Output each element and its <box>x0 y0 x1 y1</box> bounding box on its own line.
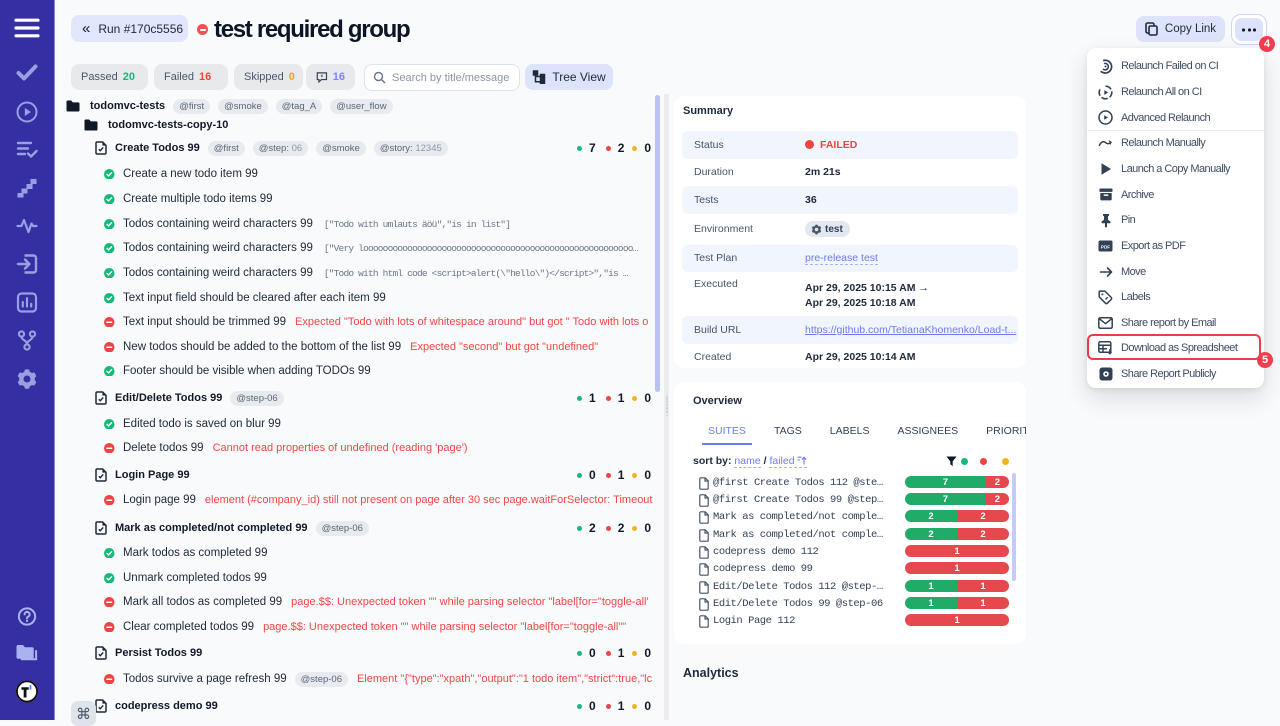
svg-text:PDF: PDF <box>1101 244 1110 249</box>
